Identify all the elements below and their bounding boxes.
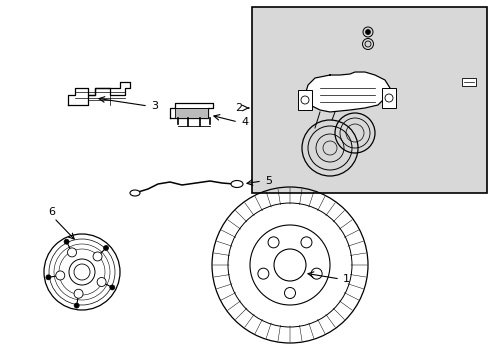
Circle shape	[110, 285, 115, 290]
Circle shape	[74, 303, 79, 308]
Text: 5: 5	[264, 176, 271, 186]
Bar	[251, 7, 486, 193]
Text: 3: 3	[151, 101, 158, 111]
Ellipse shape	[130, 190, 140, 196]
Circle shape	[74, 289, 83, 298]
Circle shape	[64, 239, 69, 244]
Circle shape	[46, 275, 51, 280]
Text: 1: 1	[342, 274, 349, 284]
Bar	[175, 108, 207, 118]
Polygon shape	[305, 72, 389, 112]
Circle shape	[97, 278, 106, 287]
Circle shape	[67, 248, 76, 257]
Circle shape	[56, 271, 64, 280]
Ellipse shape	[230, 180, 243, 188]
Bar	[381, 88, 395, 108]
Text: 6: 6	[48, 207, 55, 217]
Circle shape	[93, 252, 102, 261]
Bar	[297, 90, 311, 110]
Text: 4: 4	[241, 117, 247, 127]
Text: 2: 2	[234, 103, 242, 113]
Circle shape	[365, 30, 370, 35]
Bar	[461, 78, 475, 86]
Circle shape	[103, 246, 108, 251]
